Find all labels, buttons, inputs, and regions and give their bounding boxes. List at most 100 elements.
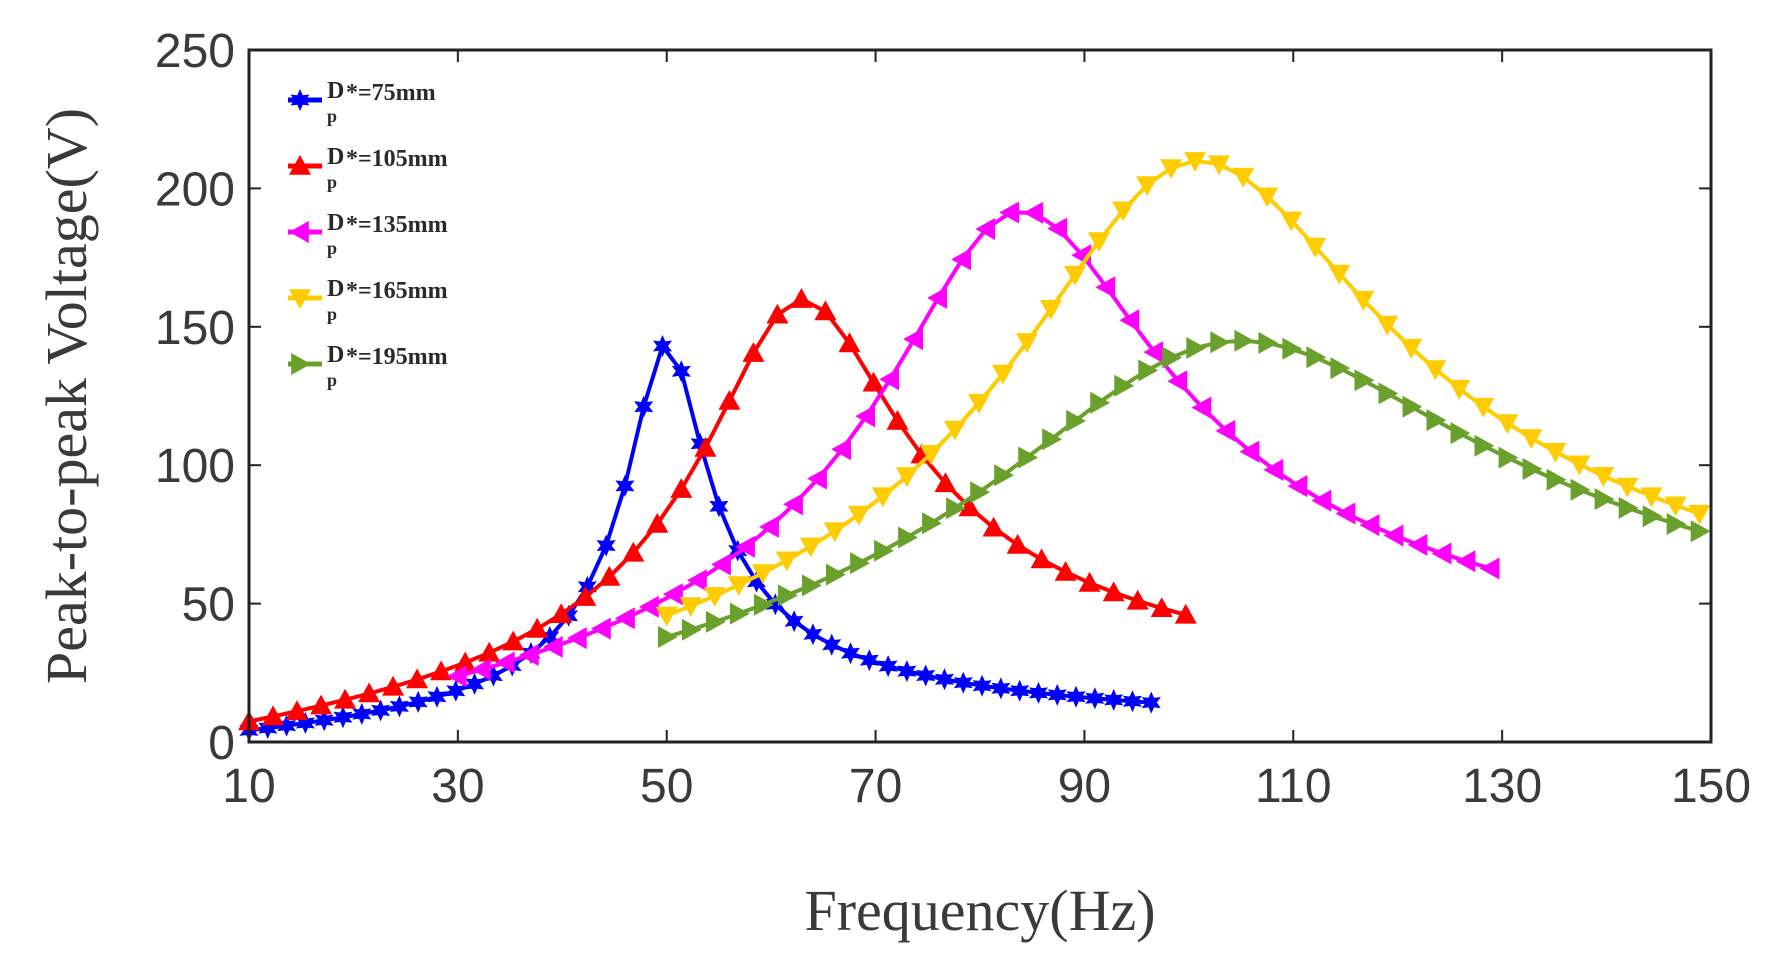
data-point (1054, 561, 1077, 581)
data-point (751, 564, 774, 585)
data-point (766, 303, 789, 324)
data-point (615, 474, 635, 497)
data-point (735, 535, 755, 558)
data-point (879, 368, 899, 391)
data-point (1455, 550, 1476, 573)
x-axis-title: Frequency(Hz) (804, 878, 1155, 943)
data-point (446, 679, 466, 702)
y-tick-label: 150 (155, 302, 235, 355)
data-point (483, 664, 503, 687)
data-point (1095, 276, 1116, 299)
data-point (897, 660, 917, 683)
data-point (972, 674, 992, 697)
legend-item-2: Dp *=135mm (288, 210, 448, 258)
data-point (709, 495, 729, 518)
x-tick-label: 10 (222, 760, 275, 813)
legend-marker (289, 155, 311, 175)
data-point (1426, 409, 1447, 432)
legend-label-sub: p (327, 304, 337, 324)
data-point (946, 497, 966, 520)
data-point (1006, 533, 1029, 554)
data-point (1546, 468, 1567, 491)
data-point (1690, 520, 1711, 543)
data-point (934, 472, 957, 493)
data-point (1042, 428, 1062, 451)
data-point (1126, 589, 1149, 610)
y-axis-title: Peak-to-peak Voltage(V) (34, 108, 99, 684)
data-point (1496, 414, 1519, 435)
data-point (850, 552, 870, 575)
data-point (999, 201, 1020, 224)
ticks-layer: 10 30 50 70 90 110 130 150 0 50 100 150 200 250 (155, 25, 1751, 813)
data-point (919, 445, 942, 465)
data-point (778, 584, 798, 607)
data-point (694, 436, 717, 457)
data-point (1618, 496, 1639, 519)
data-point (1030, 548, 1053, 569)
data-point (657, 626, 678, 648)
data-point (1104, 688, 1124, 711)
data-point (1018, 446, 1038, 469)
legend-item-0: Dp *=75mm (288, 78, 436, 126)
data-point (953, 671, 973, 694)
data-point (855, 405, 875, 428)
data-point (382, 675, 405, 696)
data-point (408, 690, 428, 713)
data-point (1616, 477, 1639, 498)
data-point (706, 610, 726, 633)
data-point (352, 703, 372, 725)
data-point (1064, 265, 1086, 286)
data-point (1167, 370, 1188, 393)
data-point (862, 371, 885, 392)
data-point (927, 286, 947, 309)
data-point (591, 617, 611, 640)
series-0 (239, 335, 1161, 742)
data-point (718, 390, 741, 410)
data-point (807, 467, 827, 490)
legend: Dp*=75mmDp*=105mmDp*=135mmDp*=165mmDp*=1… (288, 78, 448, 390)
data-point (1450, 422, 1471, 445)
data-point (406, 668, 429, 689)
data-point (1431, 542, 1452, 565)
data-point (333, 706, 353, 729)
data-point (878, 655, 898, 678)
data-point (653, 335, 673, 357)
data-point (1311, 489, 1332, 512)
series-1 (238, 288, 1197, 731)
legend-label-rest: *=195mm (346, 344, 448, 370)
data-point (446, 665, 467, 688)
data-point (1306, 346, 1327, 369)
data-point (742, 342, 765, 362)
data-point (1040, 300, 1062, 320)
series-3 (655, 152, 1711, 627)
data-point (1448, 379, 1471, 400)
data-point (1280, 211, 1303, 232)
legend-label-sub: p (327, 106, 337, 126)
data-point (1359, 514, 1380, 537)
legend-label-main: D (327, 78, 344, 104)
data-point (822, 633, 842, 656)
data-point (992, 364, 1014, 385)
data-point (1102, 581, 1125, 602)
data-point (502, 630, 525, 651)
data-point (1568, 455, 1591, 476)
data-point (874, 539, 894, 562)
data-point (1085, 687, 1105, 710)
data-point (1122, 690, 1142, 713)
data-point (895, 467, 918, 488)
data-point (803, 623, 823, 646)
data-point (1666, 513, 1687, 535)
series-2 (446, 201, 1500, 688)
data-point (1479, 557, 1500, 580)
data-point (1150, 597, 1173, 617)
data-point (470, 658, 491, 681)
data-point (634, 395, 654, 418)
data-point (1407, 533, 1428, 556)
data-point (1474, 434, 1495, 457)
data-point (765, 593, 785, 616)
x-tick-label: 30 (431, 760, 484, 813)
y-tick-label: 50 (182, 579, 235, 632)
data-point (690, 432, 710, 455)
data-point (1078, 571, 1101, 592)
